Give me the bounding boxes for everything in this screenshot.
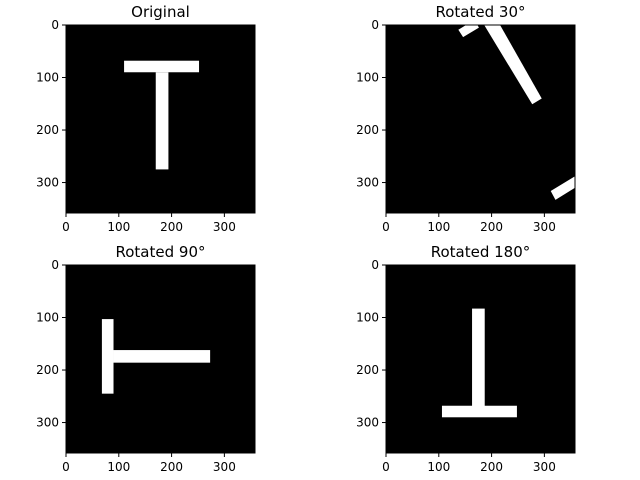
white-bar [124, 60, 200, 73]
image-content [124, 60, 200, 170]
x-tick-label: 0 [62, 220, 70, 234]
axes-frame [65, 264, 256, 454]
image-content [458, 25, 575, 200]
x-tick-label: 100 [107, 220, 130, 234]
y-tick-label: 0 [51, 18, 59, 32]
image-content [441, 308, 517, 418]
x-tick-label: 100 [107, 460, 130, 474]
x-tick-label: 100 [427, 460, 450, 474]
y-tick-label: 300 [36, 176, 59, 190]
subplot-3: Rotated 90° 0 100 200 300 0 100 200 300 [36, 243, 256, 474]
subplot-title: Original [131, 3, 190, 21]
y-tick-label: 0 [371, 18, 379, 32]
white-bar [113, 350, 211, 363]
x-tick-label: 200 [480, 460, 503, 474]
x-tick-label: 200 [160, 220, 183, 234]
x-tick-label: 300 [213, 220, 236, 234]
x-tick-label: 0 [62, 460, 70, 474]
y-tick-label: 100 [36, 71, 59, 85]
image-background [386, 25, 575, 213]
subplot-1: Original 0 100 200 300 0 100 200 300 [36, 3, 256, 234]
subplot-title: Rotated 180° [431, 243, 531, 261]
image-content [101, 319, 211, 394]
white-bar [472, 308, 485, 407]
x-tick-label: 100 [427, 220, 450, 234]
y-tick-label: 100 [356, 71, 379, 85]
x-tick-label: 300 [533, 460, 556, 474]
x-tick-label: 0 [382, 220, 390, 234]
white-bar [441, 405, 517, 418]
y-tick-label: 100 [356, 311, 379, 325]
subplot-title: Rotated 90° [116, 243, 206, 261]
y-tick-label: 200 [356, 363, 379, 377]
y-tick-label: 0 [371, 258, 379, 272]
y-tick-label: 300 [356, 176, 379, 190]
x-tick-label: 300 [213, 460, 236, 474]
white-bar [484, 25, 542, 105]
axes-frame [385, 264, 576, 454]
subplot-title: Rotated 30° [436, 3, 526, 21]
y-tick-label: 200 [36, 363, 59, 377]
x-tick-label: 200 [160, 460, 183, 474]
white-bar [155, 72, 169, 170]
white-bar [458, 25, 479, 38]
white-bar [550, 176, 575, 200]
axes-frame [65, 24, 256, 214]
y-tick-label: 200 [36, 123, 59, 137]
white-bar [101, 319, 114, 394]
x-tick-label: 300 [533, 220, 556, 234]
x-tick-label: 0 [382, 460, 390, 474]
x-tick-label: 200 [480, 220, 503, 234]
y-tick-label: 0 [51, 258, 59, 272]
axes-frame [385, 24, 576, 214]
subplot-2: Rotated 30° 0 100 200 300 0 100 200 300 [356, 3, 576, 234]
subplot-4: Rotated 180° 0 100 200 300 0 100 200 300 [356, 243, 576, 474]
y-tick-label: 300 [356, 416, 379, 430]
y-tick-label: 200 [356, 123, 379, 137]
y-tick-label: 300 [36, 416, 59, 430]
y-tick-label: 100 [36, 311, 59, 325]
